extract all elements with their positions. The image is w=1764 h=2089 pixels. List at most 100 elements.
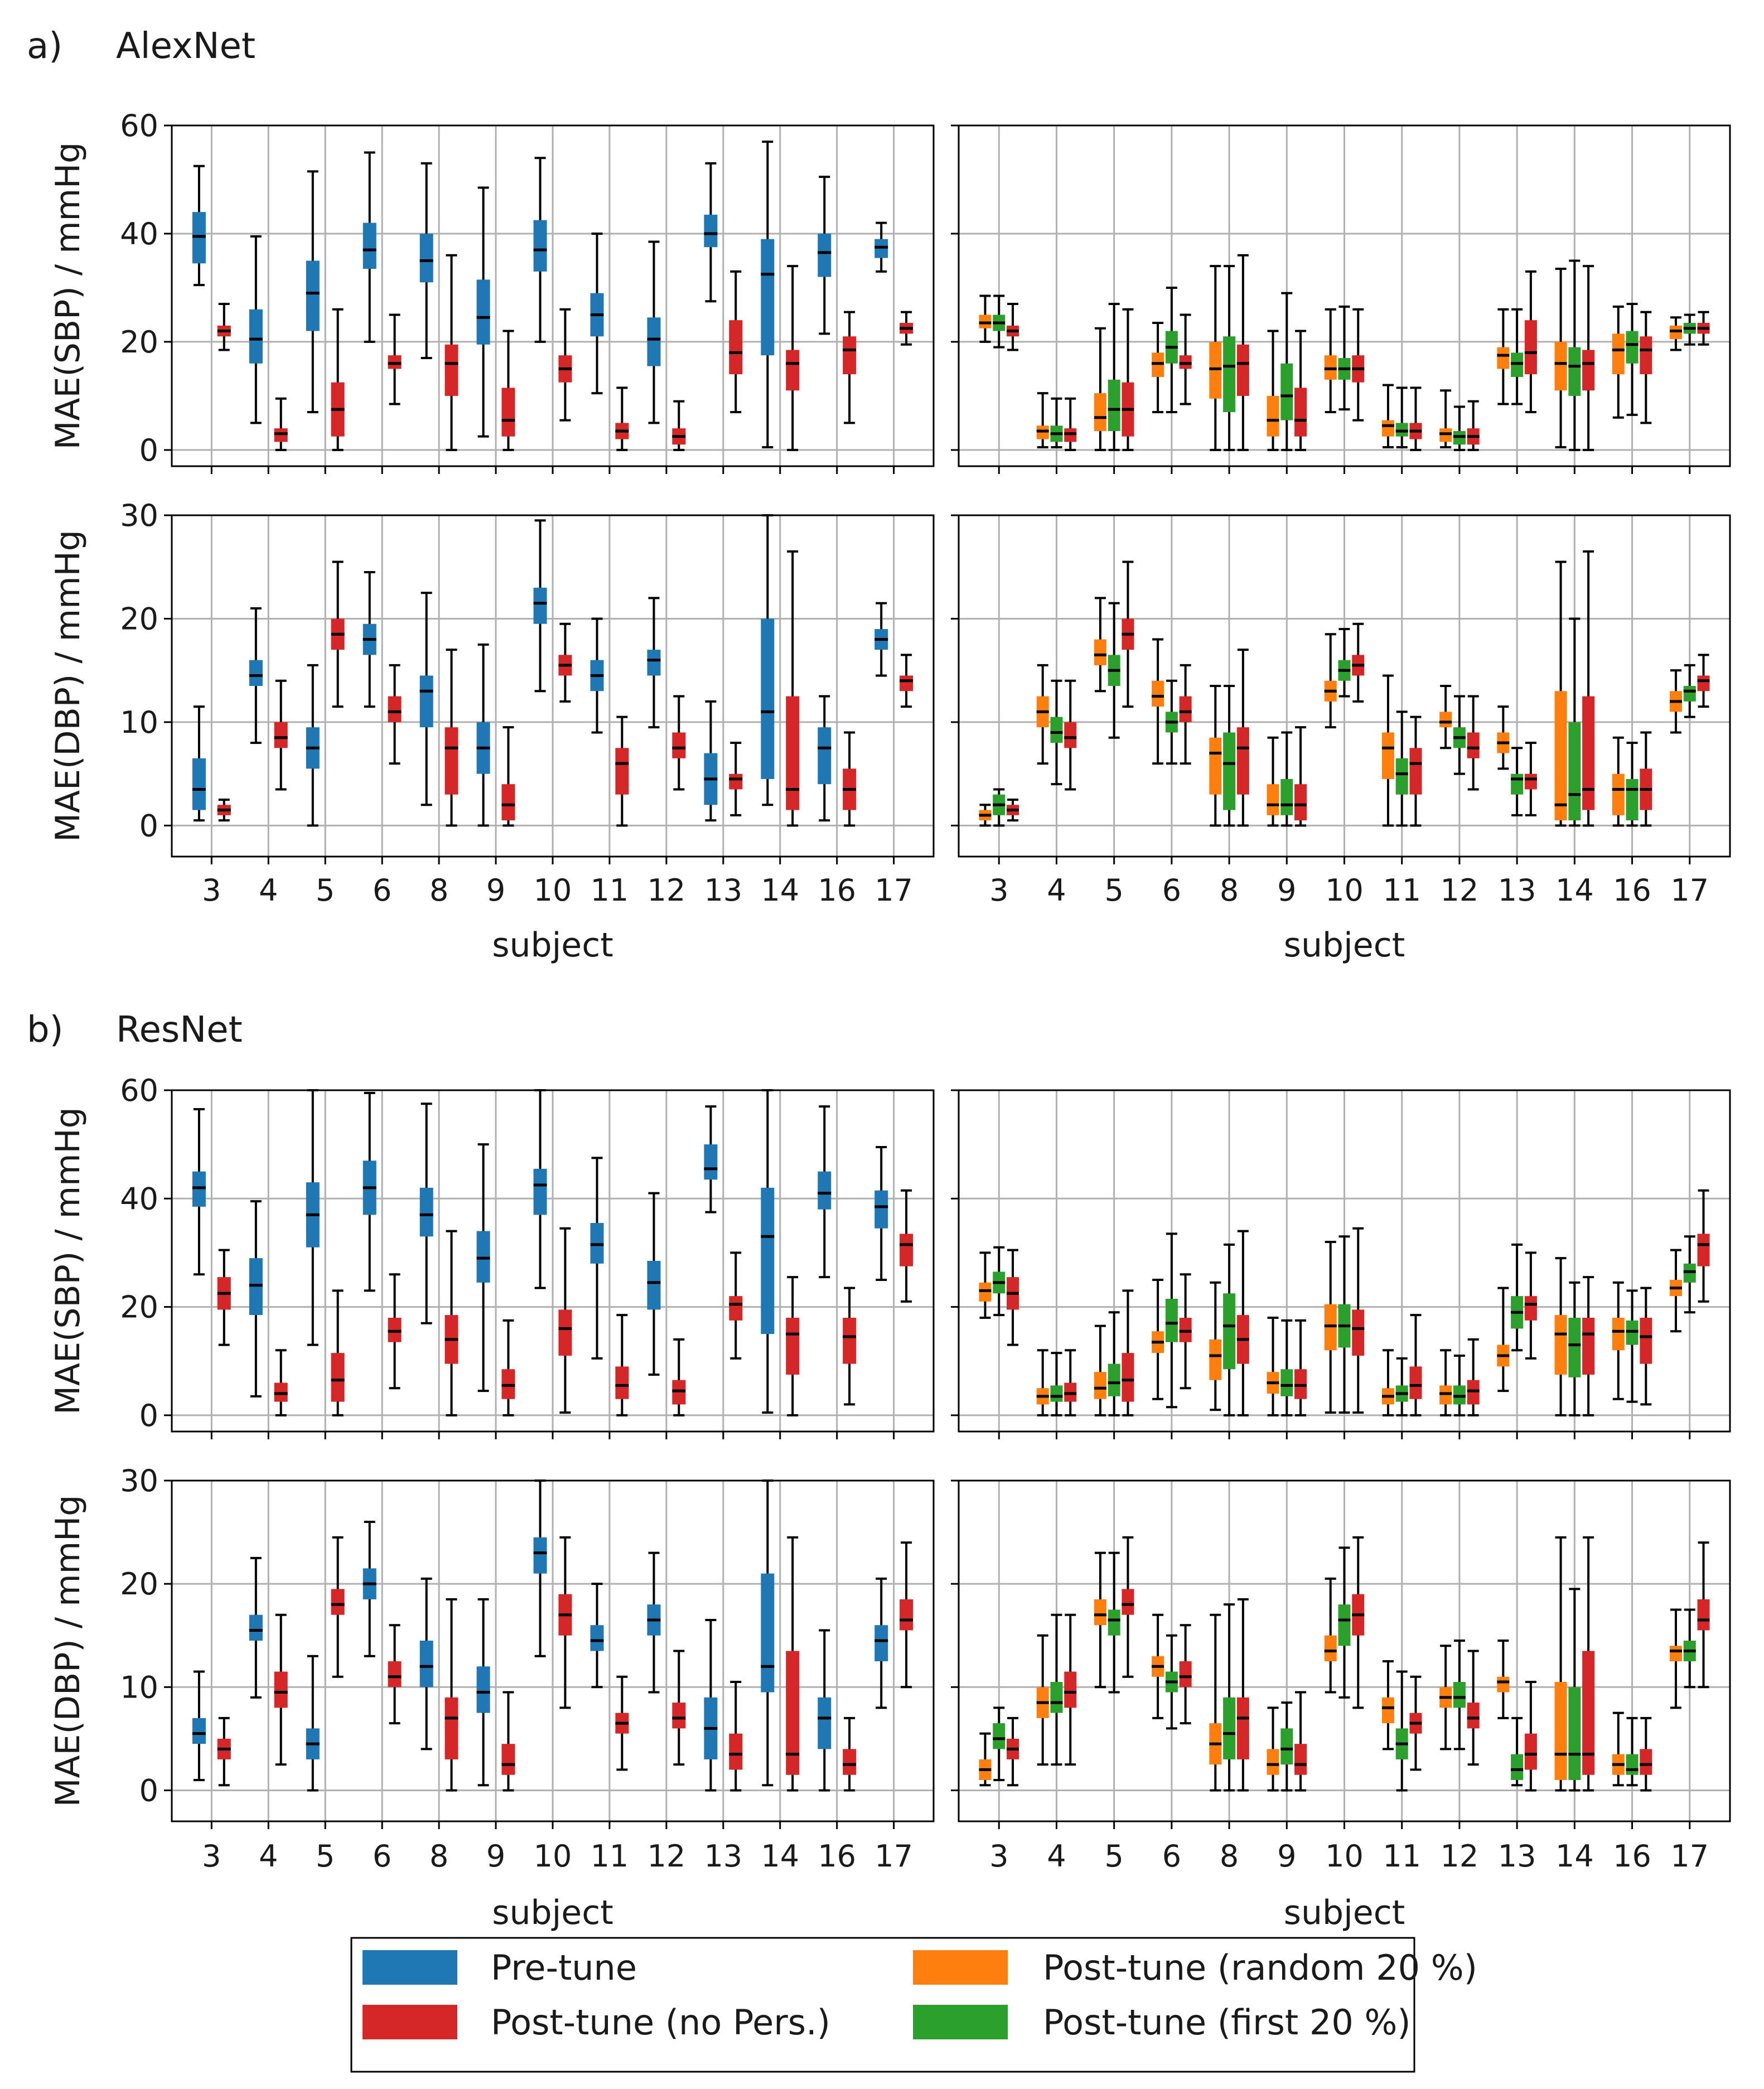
box-s0-dbp-right-noPers2-subject-9 — [1294, 726, 1307, 827]
x-tick-label: 9 — [1277, 1839, 1296, 1874]
box-s1-sbp-left-noPers-subject-13 — [729, 1251, 743, 1360]
section-a-model: AlexNet — [116, 26, 255, 67]
box-iqr — [533, 1168, 547, 1215]
x-tick-label: 6 — [373, 873, 392, 908]
x-tick-label: 11 — [591, 1839, 629, 1874]
box-iqr — [331, 1589, 345, 1615]
box-s0-dbp-right-random-subject-5 — [1094, 597, 1106, 693]
box-iqr — [444, 1697, 458, 1759]
box-iqr — [1626, 331, 1639, 364]
box-iqr — [419, 1640, 433, 1687]
box-iqr — [1524, 1296, 1537, 1321]
y-axis-label: MAE(DBP) / mmHg — [49, 530, 88, 842]
x-tick-label: 8 — [429, 1839, 448, 1874]
box-s0-sbp-right-noPers2-subject-12 — [1467, 400, 1480, 451]
x-tick-label: 4 — [259, 1839, 278, 1874]
box-iqr — [1568, 722, 1581, 821]
section-b-model: ResNet — [116, 1009, 243, 1051]
box-s1-dbp-right-noPers2-subject-8 — [1236, 1598, 1249, 1792]
box-iqr — [1381, 732, 1394, 779]
x-tick-label: 17 — [874, 873, 913, 908]
panel-s1-dbp-right: 3 4 5 6 8 9 10 11 12 13 14 16 17 subject — [951, 1479, 1731, 1932]
box-iqr — [419, 675, 433, 728]
box-s1-dbp-right-random-subject-4 — [1036, 1634, 1049, 1766]
box-iqr — [1524, 773, 1537, 790]
box-s0-dbp-right-first-subject-3 — [993, 788, 1006, 827]
box-iqr — [761, 618, 775, 779]
box-iqr — [476, 1666, 490, 1713]
x-tick-label: 4 — [259, 873, 278, 908]
box-iqr — [1152, 680, 1164, 707]
x-tick-label: 4 — [1047, 1839, 1066, 1874]
box-s1-sbp-left-pre-subject-12 — [647, 1192, 661, 1376]
y-tick-label: 20 — [120, 601, 158, 636]
x-tick-label: 11 — [1383, 873, 1421, 908]
box-iqr — [1094, 1372, 1106, 1399]
box-iqr — [874, 1625, 888, 1662]
box-s1-dbp-right-random-subject-5 — [1094, 1551, 1106, 1689]
x-tick-label: 12 — [647, 873, 686, 908]
box-iqr — [1223, 336, 1236, 413]
box-s0-sbp-left-noPers-subject-5 — [331, 308, 345, 451]
box-s0-sbp-left-noPers-subject-11 — [615, 386, 629, 451]
box-s1-sbp-right-noPers2-subject-12 — [1467, 1338, 1480, 1416]
box-s0-sbp-right-first-subject-5 — [1108, 303, 1120, 451]
box-s0-dbp-left-noPers-subject-5 — [331, 560, 345, 708]
box-iqr — [729, 773, 743, 790]
box-s0-dbp-left-pre-subject-10 — [533, 519, 547, 693]
box-iqr — [444, 344, 458, 396]
box-s0-sbp-right-noPers2-subject-5 — [1122, 308, 1134, 451]
legend-swatch-pre — [363, 1950, 457, 1985]
box-s1-sbp-right-noPers2-subject-14 — [1582, 1276, 1595, 1416]
box-s0-sbp-left-noPers-subject-14 — [786, 265, 800, 451]
box-iqr — [331, 1353, 345, 1402]
box-s0-dbp-right-noPers2-subject-10 — [1352, 622, 1365, 703]
box-iqr — [786, 350, 800, 391]
box-s1-sbp-right-noPers2-subject-17 — [1697, 1189, 1710, 1303]
box-s1-sbp-right-random-subject-8 — [1209, 1281, 1222, 1411]
box-s1-sbp-right-first-subject-8 — [1223, 1243, 1236, 1416]
box-s0-sbp-right-random-subject-17 — [1669, 316, 1682, 351]
box-iqr — [615, 748, 629, 795]
box-s1-sbp-right-noPers2-subject-8 — [1236, 1230, 1249, 1416]
x-axis-label: subject — [492, 1893, 613, 1932]
box-s0-sbp-left-pre-subject-12 — [647, 240, 661, 424]
box-iqr — [647, 317, 661, 366]
box-iqr — [1612, 333, 1625, 375]
box-s1-dbp-left-noPers-subject-6 — [388, 1624, 402, 1725]
box-s1-dbp-right-first-subject-17 — [1683, 1608, 1696, 1689]
box-s1-dbp-right-first-subject-11 — [1395, 1670, 1408, 1792]
box-s1-dbp-right-first-subject-3 — [993, 1706, 1006, 1781]
y-tick-label: 20 — [120, 1290, 158, 1325]
box-s0-dbp-left-noPers-subject-8 — [444, 649, 458, 827]
x-tick-label: 10 — [534, 1839, 572, 1874]
box-s0-sbp-right-first-subject-13 — [1511, 308, 1524, 405]
box-s0-sbp-left-pre-subject-17 — [874, 221, 888, 273]
box-iqr — [1626, 778, 1639, 821]
x-tick-label: 17 — [1670, 873, 1709, 908]
box-iqr — [1267, 395, 1279, 437]
box-iqr — [843, 1318, 857, 1364]
x-axis-label: subject — [1284, 1893, 1405, 1932]
box-iqr — [761, 1573, 775, 1693]
x-tick-label: 6 — [373, 1839, 392, 1874]
box-s0-dbp-right-noPers2-subject-3 — [1007, 799, 1019, 822]
box-iqr — [1554, 691, 1567, 821]
box-s0-dbp-left-pre-subject-8 — [419, 592, 433, 806]
x-tick-label: 11 — [591, 873, 629, 908]
box-iqr — [388, 1661, 402, 1687]
box-s1-sbp-right-random-subject-5 — [1094, 1324, 1106, 1416]
box-s0-sbp-right-random-subject-9 — [1267, 330, 1279, 451]
box-s0-dbp-left-noPers-subject-11 — [615, 715, 629, 827]
box-s0-sbp-right-random-subject-4 — [1036, 392, 1049, 449]
box-s0-sbp-right-noPers2-subject-9 — [1294, 330, 1307, 451]
box-s1-dbp-right-noPers2-subject-12 — [1467, 1650, 1480, 1766]
box-s1-sbp-right-random-subject-14 — [1554, 1257, 1567, 1416]
box-s1-sbp-right-noPers2-subject-6 — [1179, 1273, 1192, 1390]
box-iqr — [900, 1234, 914, 1266]
x-tick-label: 17 — [1670, 1839, 1709, 1874]
box-s0-dbp-right-first-subject-8 — [1223, 685, 1236, 827]
box-iqr — [274, 722, 288, 748]
box-s0-dbp-left-pre-subject-6 — [363, 571, 376, 708]
box-s1-dbp-left-pre-subject-13 — [704, 1618, 718, 1792]
